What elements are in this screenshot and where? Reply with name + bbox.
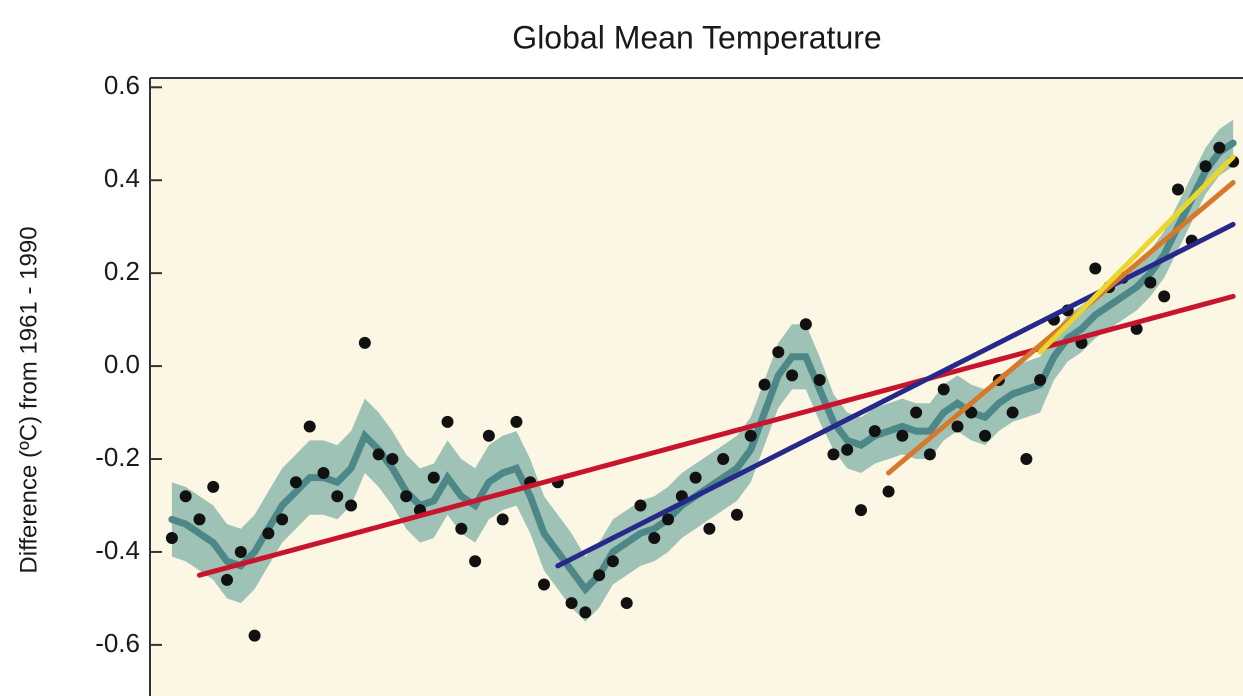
data-point [717, 453, 730, 466]
data-point [1130, 322, 1143, 335]
data-point [854, 504, 867, 517]
y-tick-label: 0.6 [104, 70, 140, 100]
data-point [744, 429, 757, 442]
data-point [496, 513, 509, 526]
data-point [951, 420, 964, 433]
chart-title: Global Mean Temperature [512, 19, 881, 55]
trend-line [1037, 154, 1236, 355]
data-point [827, 448, 840, 461]
data-point [923, 448, 936, 461]
trend-line [196, 293, 1236, 578]
data-point [1006, 406, 1019, 419]
data-point [345, 499, 358, 512]
data-point [221, 573, 234, 586]
data-point [1199, 160, 1212, 173]
data-point [427, 471, 440, 484]
data-point [703, 522, 716, 535]
data-point [482, 429, 495, 442]
data-point [317, 466, 330, 479]
data-point [358, 336, 371, 349]
y-tick-label: 0.0 [104, 349, 140, 379]
y-tick-label: -0.6 [95, 628, 140, 658]
data-point [386, 453, 399, 466]
data-point [579, 606, 592, 619]
data-point [689, 471, 702, 484]
data-point [979, 429, 992, 442]
data-point [1034, 374, 1047, 387]
y-tick-label: -0.4 [95, 535, 140, 565]
data-point [469, 555, 482, 568]
data-point [165, 532, 178, 545]
data-point [331, 490, 344, 503]
data-point [910, 406, 923, 419]
data-point [1144, 276, 1157, 289]
data-point [262, 527, 275, 540]
data-point [1020, 453, 1033, 466]
data-point [937, 383, 950, 396]
data-point [868, 425, 881, 438]
data-point [207, 480, 220, 493]
data-point [662, 513, 675, 526]
plot-content [165, 119, 1240, 642]
data-point [303, 420, 316, 433]
data-point [455, 522, 468, 535]
data-point [441, 415, 454, 428]
data-point [538, 578, 551, 591]
data-point [965, 406, 978, 419]
data-point [1213, 141, 1226, 154]
data-point [510, 415, 523, 428]
plot-area [150, 78, 1243, 696]
data-point [648, 532, 661, 545]
data-point [372, 448, 385, 461]
data-point [193, 513, 206, 526]
data-point [896, 429, 909, 442]
data-point [799, 318, 812, 331]
data-point [565, 597, 578, 610]
data-point [841, 443, 854, 456]
data-point [634, 499, 647, 512]
data-point [1158, 290, 1171, 303]
data-point [813, 374, 826, 387]
data-point [276, 513, 289, 526]
y-tick-label: 0.2 [104, 256, 140, 286]
data-point [593, 569, 606, 582]
data-point [248, 629, 261, 642]
data-point [730, 508, 743, 521]
y-tick-label: -0.2 [95, 442, 140, 472]
data-point [400, 490, 413, 503]
data-point [772, 346, 785, 359]
data-point [234, 545, 247, 558]
y-tick-label: 0.4 [104, 163, 140, 193]
trend-line [555, 221, 1236, 569]
data-point [882, 485, 895, 498]
data-point [1171, 183, 1184, 196]
y-axis-label: Difference (ºC) from 1961 - 1990 [15, 226, 42, 573]
data-point [179, 490, 192, 503]
data-point [1089, 262, 1102, 275]
data-point [758, 378, 771, 391]
data-point [786, 369, 799, 382]
data-point [289, 476, 302, 489]
data-point [606, 555, 619, 568]
data-point [620, 597, 633, 610]
